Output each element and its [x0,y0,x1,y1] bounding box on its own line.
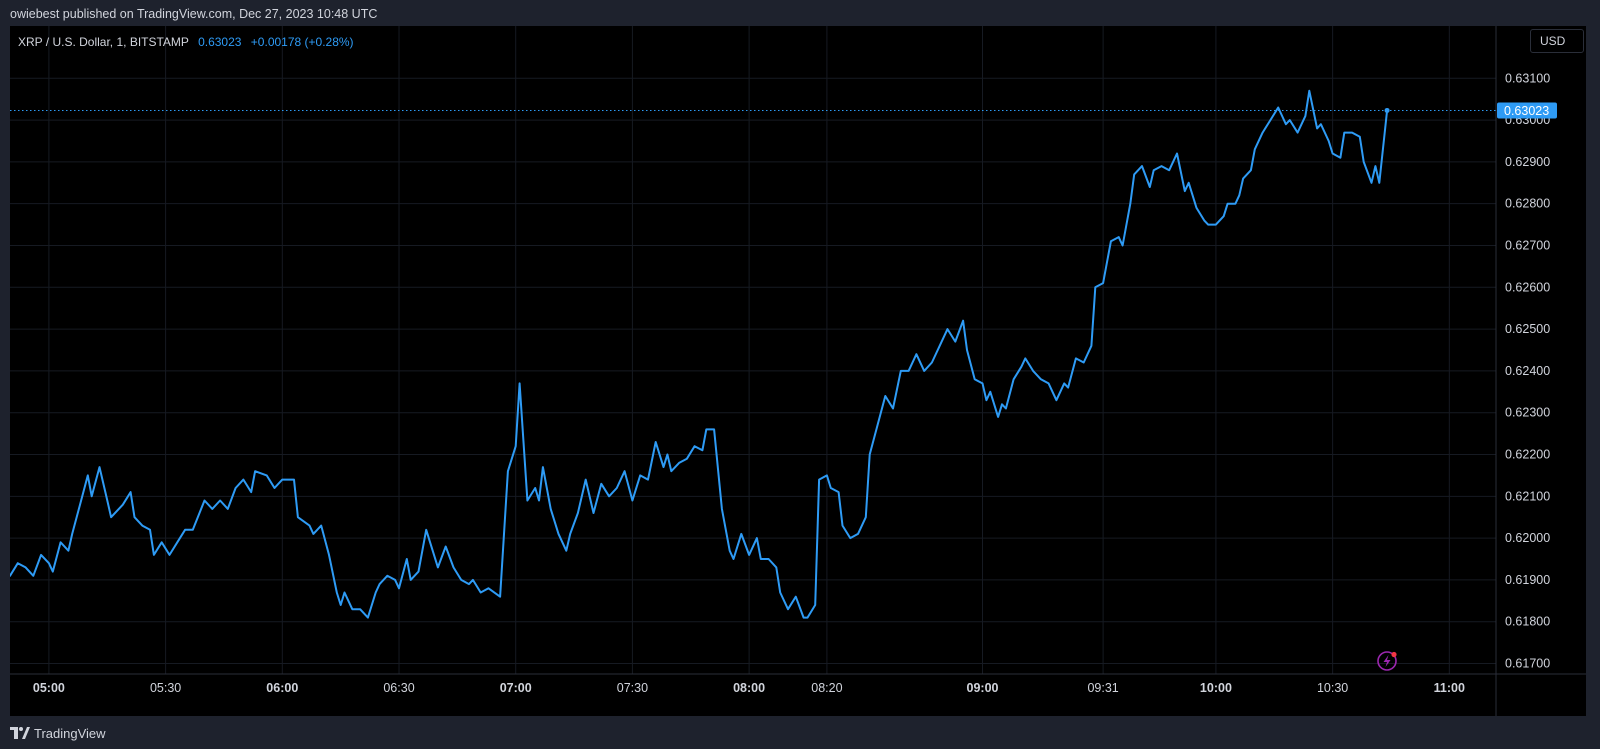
x-tick-label: 09:31 [1087,681,1118,695]
tradingview-logo-icon [10,727,30,739]
y-tick-label: 0.62500 [1505,322,1550,336]
x-tick-label: 05:30 [150,681,181,695]
last-price-badge [1497,102,1557,119]
y-tick-label: 0.62200 [1505,448,1550,462]
x-tick-label: 10:30 [1317,681,1348,695]
footer-brand[interactable]: TradingView [10,717,106,749]
publisher-caption: owiebest published on TradingView.com, D… [10,7,378,21]
legend-symbol[interactable]: XRP / U.S. Dollar, 1, BITSTAMP [18,35,189,49]
alert-ring [1377,651,1397,671]
x-tick-label: 09:00 [967,681,999,695]
symbol-legend: XRP / U.S. Dollar, 1, BITSTAMP 0.63023 +… [18,35,354,49]
y-tick-label: 0.62600 [1505,280,1550,294]
currency-button[interactable]: USD [1530,29,1584,53]
alert-dot [1391,651,1397,658]
y-tick-label: 0.61900 [1505,573,1550,587]
x-tick-label: 06:00 [266,681,298,695]
x-tick-label: 10:00 [1200,681,1232,695]
y-tick-label: 0.63100 [1505,71,1550,85]
y-tick-label: 0.62300 [1505,406,1550,420]
y-tick-label: 0.61800 [1505,615,1550,629]
price-chart[interactable]: 0.631000.630000.629000.628000.627000.626… [10,26,1586,716]
y-tick-label: 0.62800 [1505,197,1550,211]
last-point-marker [1384,107,1390,113]
legend-change: +0.00178 (+0.28%) [250,35,354,49]
y-tick-label: 0.61700 [1505,657,1550,671]
x-tick-label: 11:00 [1434,681,1465,695]
last-price-label: 0.63023 [1504,104,1549,118]
x-tick-label: 07:30 [617,681,648,695]
y-tick-label: 0.62100 [1505,489,1550,503]
x-tick-label: 08:00 [733,681,765,695]
x-tick-label: 07:00 [500,681,532,695]
price-series-line [10,89,1389,619]
footer-brand-label: TradingView [34,725,106,741]
lightning-alert-icon[interactable] [1377,651,1397,671]
y-tick-label: 0.62900 [1505,155,1550,169]
alert-bolt [1383,655,1391,667]
y-tick-label: 0.62000 [1505,531,1550,545]
legend-price: 0.63023 [198,35,242,49]
y-tick-label: 0.62700 [1505,238,1550,252]
x-tick-label: 06:30 [383,681,414,695]
y-tick-label: 0.62400 [1505,364,1550,378]
x-tick-label: 05:00 [33,681,65,695]
chart-area[interactable]: 0.63100 0.63000 0.62900 0.62800 0.62700 0.626… [10,26,1586,716]
x-tick-label: 08:20 [811,681,842,695]
